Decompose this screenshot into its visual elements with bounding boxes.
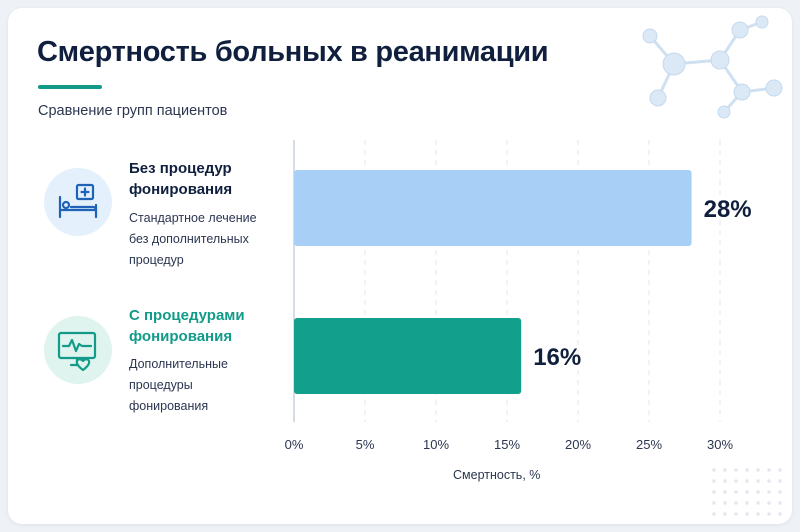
group-1-title-line-2: фонирования	[129, 181, 233, 198]
hospital-bed-icon	[58, 183, 98, 219]
group-2-desc-line-2: процедуры	[129, 378, 193, 392]
bar-chart: 0% 5% 10% 15% 20% 25% 30% 28% 16%	[285, 140, 752, 452]
page-title: Смертность больных в реанимации	[37, 36, 549, 68]
group-2-title-line-1: С процедурами	[129, 307, 245, 324]
bar	[294, 170, 692, 246]
x-tick-label: 20%	[565, 437, 591, 452]
x-tick-label: 0%	[285, 437, 304, 452]
group-2-desc-line-1: Дополнительные	[129, 357, 228, 371]
title-underline	[38, 85, 102, 89]
group-1-title-line-1: Без процедур	[129, 160, 232, 177]
x-tick-label: 25%	[636, 437, 662, 452]
bar-value-label: 16%	[533, 344, 581, 371]
group-2-title: С процедурами фонирования	[129, 305, 289, 347]
group-2-desc-line-3: фонирования	[129, 399, 209, 413]
x-tick-label: 30%	[707, 437, 733, 452]
x-tick-label: 15%	[494, 437, 520, 452]
group-2-title-line-2: фонирования	[129, 328, 233, 345]
bar	[294, 318, 522, 394]
x-tick-label: 10%	[423, 437, 449, 452]
group-1-desc-line-3: процедур	[129, 253, 184, 267]
group-1-desc-line-2: без дополнительных	[129, 232, 249, 246]
chart-card: Смертность больных в реанимации Сравнени…	[8, 8, 792, 524]
molecule-decoration-icon	[642, 15, 783, 119]
bar-value-label: 28%	[704, 196, 752, 223]
group-1-description: Стандартное лечение без дополнительных п…	[129, 208, 279, 271]
group-1-icon-circle	[44, 168, 112, 236]
heart-monitor-icon	[57, 331, 97, 372]
group-1-title: Без процедур фонирования	[129, 158, 289, 200]
group-2-description: Дополнительные процедуры фонирования	[129, 354, 279, 417]
page-subtitle: Сравнение групп пациентов	[38, 103, 228, 119]
x-axis-title: Смертность, %	[453, 468, 541, 482]
x-tick-label: 5%	[356, 437, 375, 452]
group-1-desc-line-1: Стандартное лечение	[129, 211, 257, 225]
dot-grid-decoration	[712, 468, 782, 516]
group-2-icon-circle	[44, 316, 112, 384]
